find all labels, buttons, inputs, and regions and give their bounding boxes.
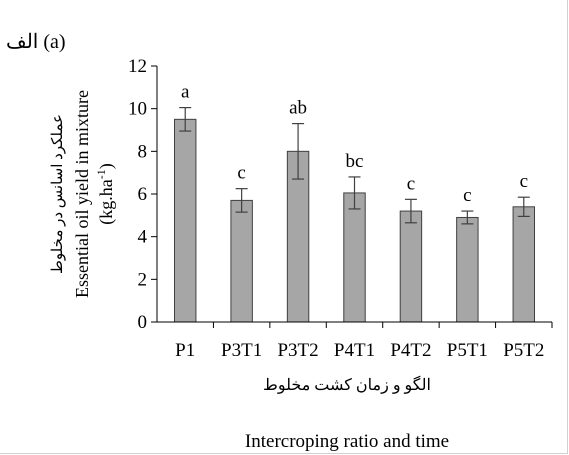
- x-tick-label: P5T1: [447, 340, 488, 361]
- y-axis-title-en: Essential oil yield in mixture: [72, 90, 92, 298]
- bar: [230, 199, 253, 323]
- significance-letter: bc: [346, 151, 364, 172]
- bar: [456, 216, 479, 323]
- bar: [173, 118, 197, 323]
- y-tick-label: 8: [138, 141, 148, 162]
- y-axis: 0 2 4 6 8 10 12: [128, 56, 157, 333]
- y-tick-label: 0: [138, 312, 148, 333]
- x-axis-title-fa: الگو و زمان کشت مخلوط: [263, 375, 431, 394]
- x-tick-label: P1: [175, 340, 195, 361]
- y-axis-title: (kg.ha-1): [94, 163, 117, 224]
- significance-letter: ab: [289, 98, 307, 119]
- y-tick-label: 6: [138, 184, 148, 205]
- bars-group: a P1 c P3T1 ab P3T2 bc P4T1 c P4T2 c P5T1 c P5T2: [173, 82, 553, 361]
- significance-letter: c: [463, 185, 471, 206]
- x-tick-label: P3T1: [221, 340, 262, 361]
- x-tick-label: P5T2: [503, 340, 544, 361]
- x-tick-label: P4T1: [334, 340, 375, 361]
- bar: [399, 210, 423, 323]
- y-tick-label: 12: [128, 56, 147, 77]
- y-axis-title-fa: عملکرد اسانس در مخلوط: [50, 114, 66, 274]
- y-axis-title-unit: (kg.ha-1): [94, 163, 117, 224]
- panel-label: الف (a): [6, 31, 66, 53]
- x-tick-label: P3T2: [277, 340, 318, 361]
- y-tick-label: 2: [138, 269, 148, 290]
- y-tick-label: 10: [128, 99, 147, 120]
- significance-letter: c: [520, 171, 528, 192]
- bar: [512, 206, 536, 323]
- significance-letter: a: [181, 82, 190, 103]
- significance-letter: c: [407, 173, 415, 194]
- x-axis-title-en: Intercroping ratio and time: [245, 431, 449, 452]
- y-tick-label: 4: [138, 227, 148, 248]
- x-tick-label: P4T2: [390, 340, 431, 361]
- bar: [343, 192, 366, 323]
- significance-letter: c: [237, 163, 245, 184]
